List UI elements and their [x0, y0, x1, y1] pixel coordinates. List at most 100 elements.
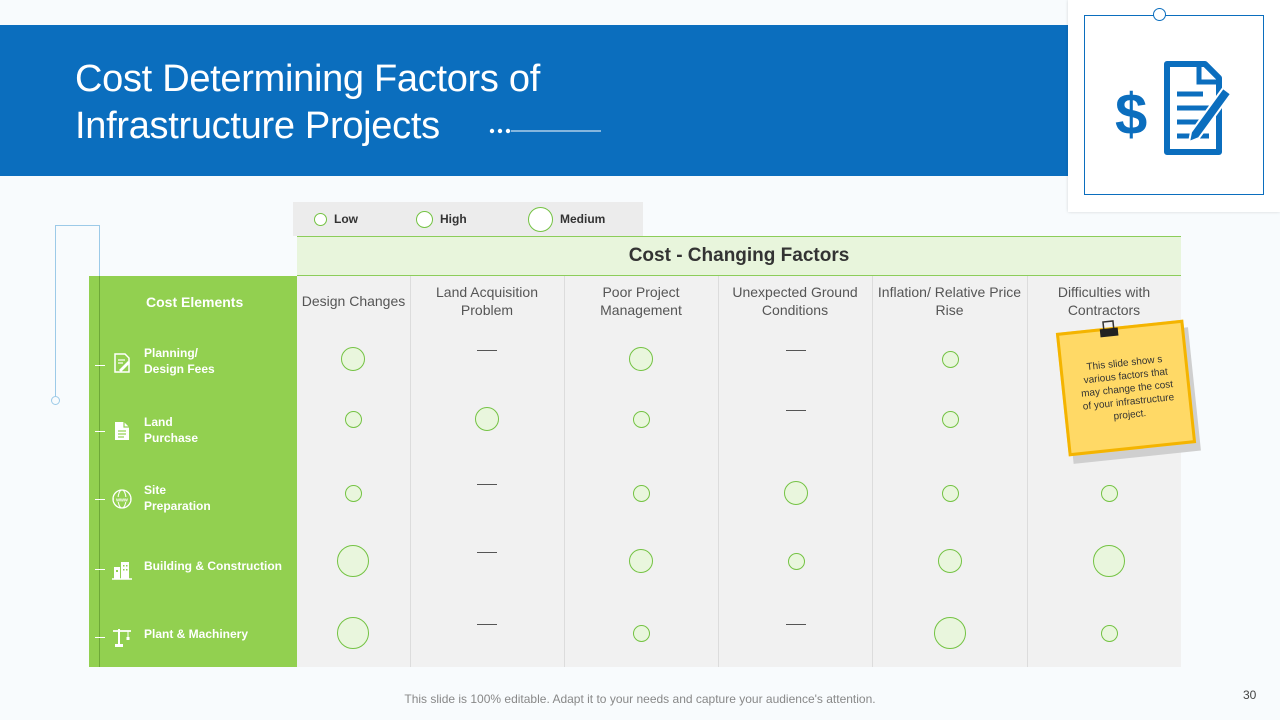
row-label-line: Design Fees — [144, 362, 215, 376]
column-header-line: Conditions — [761, 302, 829, 318]
column-header-line: Contractors — [1067, 302, 1141, 318]
legend: Low High Medium — [293, 202, 643, 236]
row-label-land: Land Purchase — [144, 414, 198, 446]
legend-item-low: Low — [314, 202, 358, 236]
frame-knob — [1153, 8, 1166, 21]
cost-elements-header: Cost Elements — [146, 294, 244, 310]
legend-item-high: High — [416, 202, 467, 236]
rating-circle-low — [787, 552, 805, 570]
row-connector — [95, 431, 105, 432]
svg-text:www: www — [115, 498, 128, 504]
column-separator — [410, 276, 411, 667]
rating-circle-low — [941, 410, 959, 428]
title-line-1: Cost Determining Factors of — [75, 58, 540, 100]
row-label-line: Building & Construction — [144, 559, 282, 573]
rating-circle-low — [632, 484, 650, 502]
rating-circle-low — [344, 484, 362, 502]
column-edge-line — [99, 276, 100, 667]
column-header-inflation: Inflation/ Relative Price Rise — [872, 283, 1027, 319]
note-line: project. — [1112, 408, 1147, 423]
title-line-2: Infrastructure Projects — [75, 105, 440, 147]
row-label-line: Plant & Machinery — [144, 627, 249, 641]
group-header: Cost - Changing Factors — [297, 236, 1181, 276]
column-header-line: Problem — [460, 302, 514, 318]
column-separator — [872, 276, 873, 667]
column-separator — [718, 276, 719, 667]
no-impact-dash — [477, 350, 497, 351]
column-header-line: Poor Project — [602, 284, 680, 300]
column-header-poor-project: Poor Project Management — [564, 283, 718, 319]
column-header-line: Difficulties with — [1057, 284, 1151, 300]
icon-frame: $ — [1084, 8, 1264, 195]
cost-elements-column — [89, 276, 297, 667]
page-title: Cost Determining Factors of Infrastructu… — [75, 56, 675, 150]
sticky-note-text: This slide show s various factors that m… — [1072, 352, 1182, 428]
row-label-line: Planning/ — [144, 346, 198, 360]
title-band — [0, 25, 1068, 176]
rating-circle-high — [629, 549, 653, 573]
rating-circle-low — [941, 350, 959, 368]
rating-circle-high — [629, 347, 653, 371]
binder-clip-icon — [1099, 320, 1119, 338]
legend-item-medium: Medium — [528, 202, 605, 236]
row-connector — [95, 637, 105, 638]
rating-circle-medium — [1093, 545, 1125, 577]
column-header-design-changes: Design Changes — [297, 292, 410, 310]
rating-circle-low — [632, 624, 650, 642]
legend-high-circle — [416, 210, 433, 228]
rating-circle-high — [475, 407, 499, 431]
row-connector — [95, 499, 105, 500]
decorative-dot — [51, 396, 60, 405]
row-label-line: Purchase — [144, 431, 199, 445]
column-header-land-acquisition: Land Acquisition Problem — [410, 283, 564, 319]
page-number: 30 — [1243, 688, 1257, 702]
rating-circle-low — [632, 410, 650, 428]
no-impact-dash — [786, 410, 806, 411]
column-header-line: Land Acquisition — [436, 284, 538, 300]
column-header-line: Unexpected Ground — [732, 284, 858, 300]
column-header-contractors: Difficulties with Contractors — [1027, 283, 1181, 319]
no-impact-dash — [477, 624, 497, 625]
row-label-line: Land — [144, 415, 173, 429]
row-label-building: Building & Construction — [144, 558, 282, 574]
no-impact-dash — [786, 624, 806, 625]
rating-circle-medium — [337, 617, 369, 649]
footer-note: This slide is 100% editable. Adapt it to… — [404, 692, 876, 706]
rating-circle-low — [1100, 484, 1118, 502]
sticky-note: This slide show s various factors that m… — [1055, 319, 1201, 464]
rating-circle-low — [941, 484, 959, 502]
row-label-line: Preparation — [144, 499, 211, 513]
no-impact-dash — [477, 484, 497, 485]
legend-label-medium: Medium — [560, 212, 606, 226]
buildings-icon — [112, 562, 132, 580]
crane-icon — [113, 629, 131, 647]
legend-label-high: High — [440, 212, 467, 226]
rating-circle-low — [344, 410, 362, 428]
icon-card: $ — [1068, 0, 1280, 212]
column-separator — [564, 276, 565, 667]
rating-circle-medium — [934, 617, 966, 649]
column-header-unexpected-ground: Unexpected Ground Conditions — [718, 283, 872, 319]
svg-text:$: $ — [1115, 82, 1147, 147]
rating-circle-medium — [337, 545, 369, 577]
legend-medium-circle — [528, 206, 553, 232]
rating-circle-high — [784, 481, 808, 505]
rating-circle-high — [938, 549, 962, 573]
invoice-dollar-icon: $ — [1115, 61, 1233, 155]
row-connector — [95, 365, 105, 366]
column-separator — [1027, 276, 1028, 667]
column-header-line: Design Changes — [301, 293, 406, 309]
sticky-note-paper: This slide show s various factors that m… — [1055, 319, 1197, 457]
column-header-line: Inflation/ Relative Price — [877, 284, 1022, 300]
file-icon — [115, 422, 129, 440]
rating-circle-high — [341, 347, 365, 371]
rating-circle-low — [1100, 624, 1118, 642]
row-label-plant: Plant & Machinery — [144, 626, 248, 642]
legend-low-circle — [314, 212, 327, 226]
no-impact-dash — [786, 350, 806, 351]
row-label-site: Site Preparation — [144, 482, 211, 514]
row-connector — [95, 569, 105, 570]
globe-www-icon: www — [112, 489, 132, 509]
table-body — [297, 276, 1181, 667]
title-decoration-icon — [489, 128, 601, 134]
